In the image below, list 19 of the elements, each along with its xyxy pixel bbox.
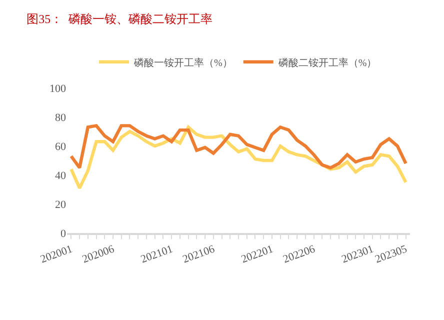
x-tick-label: 202305: [374, 242, 410, 266]
y-tick-label: 80: [55, 112, 66, 124]
y-tick-label: 100: [50, 82, 66, 95]
x-tick-label: 202301: [340, 243, 376, 266]
y-tick-label: 40: [55, 170, 66, 182]
y-tick-label: 60: [55, 140, 66, 153]
x-tick-label: 202001: [38, 243, 74, 266]
y-tick-label: 20: [55, 198, 66, 211]
legend-label: 磷酸一铵开工率（%）: [133, 56, 232, 69]
chart-title: 图35： 磷酸一铵、磷酸二铵开工率: [26, 12, 213, 26]
x-tick-label: 202201: [240, 243, 275, 266]
x-tick-label: 202101: [139, 243, 174, 266]
x-tick-label: 202006: [80, 242, 116, 266]
x-tick-label: 202206: [282, 242, 318, 266]
legend-label: 磷酸二铵开工率（%）: [277, 56, 377, 69]
y-tick-label: 0: [60, 228, 66, 240]
line-series: [70, 126, 408, 190]
x-tick-label: 202106: [181, 242, 217, 266]
line-series: [70, 124, 408, 170]
